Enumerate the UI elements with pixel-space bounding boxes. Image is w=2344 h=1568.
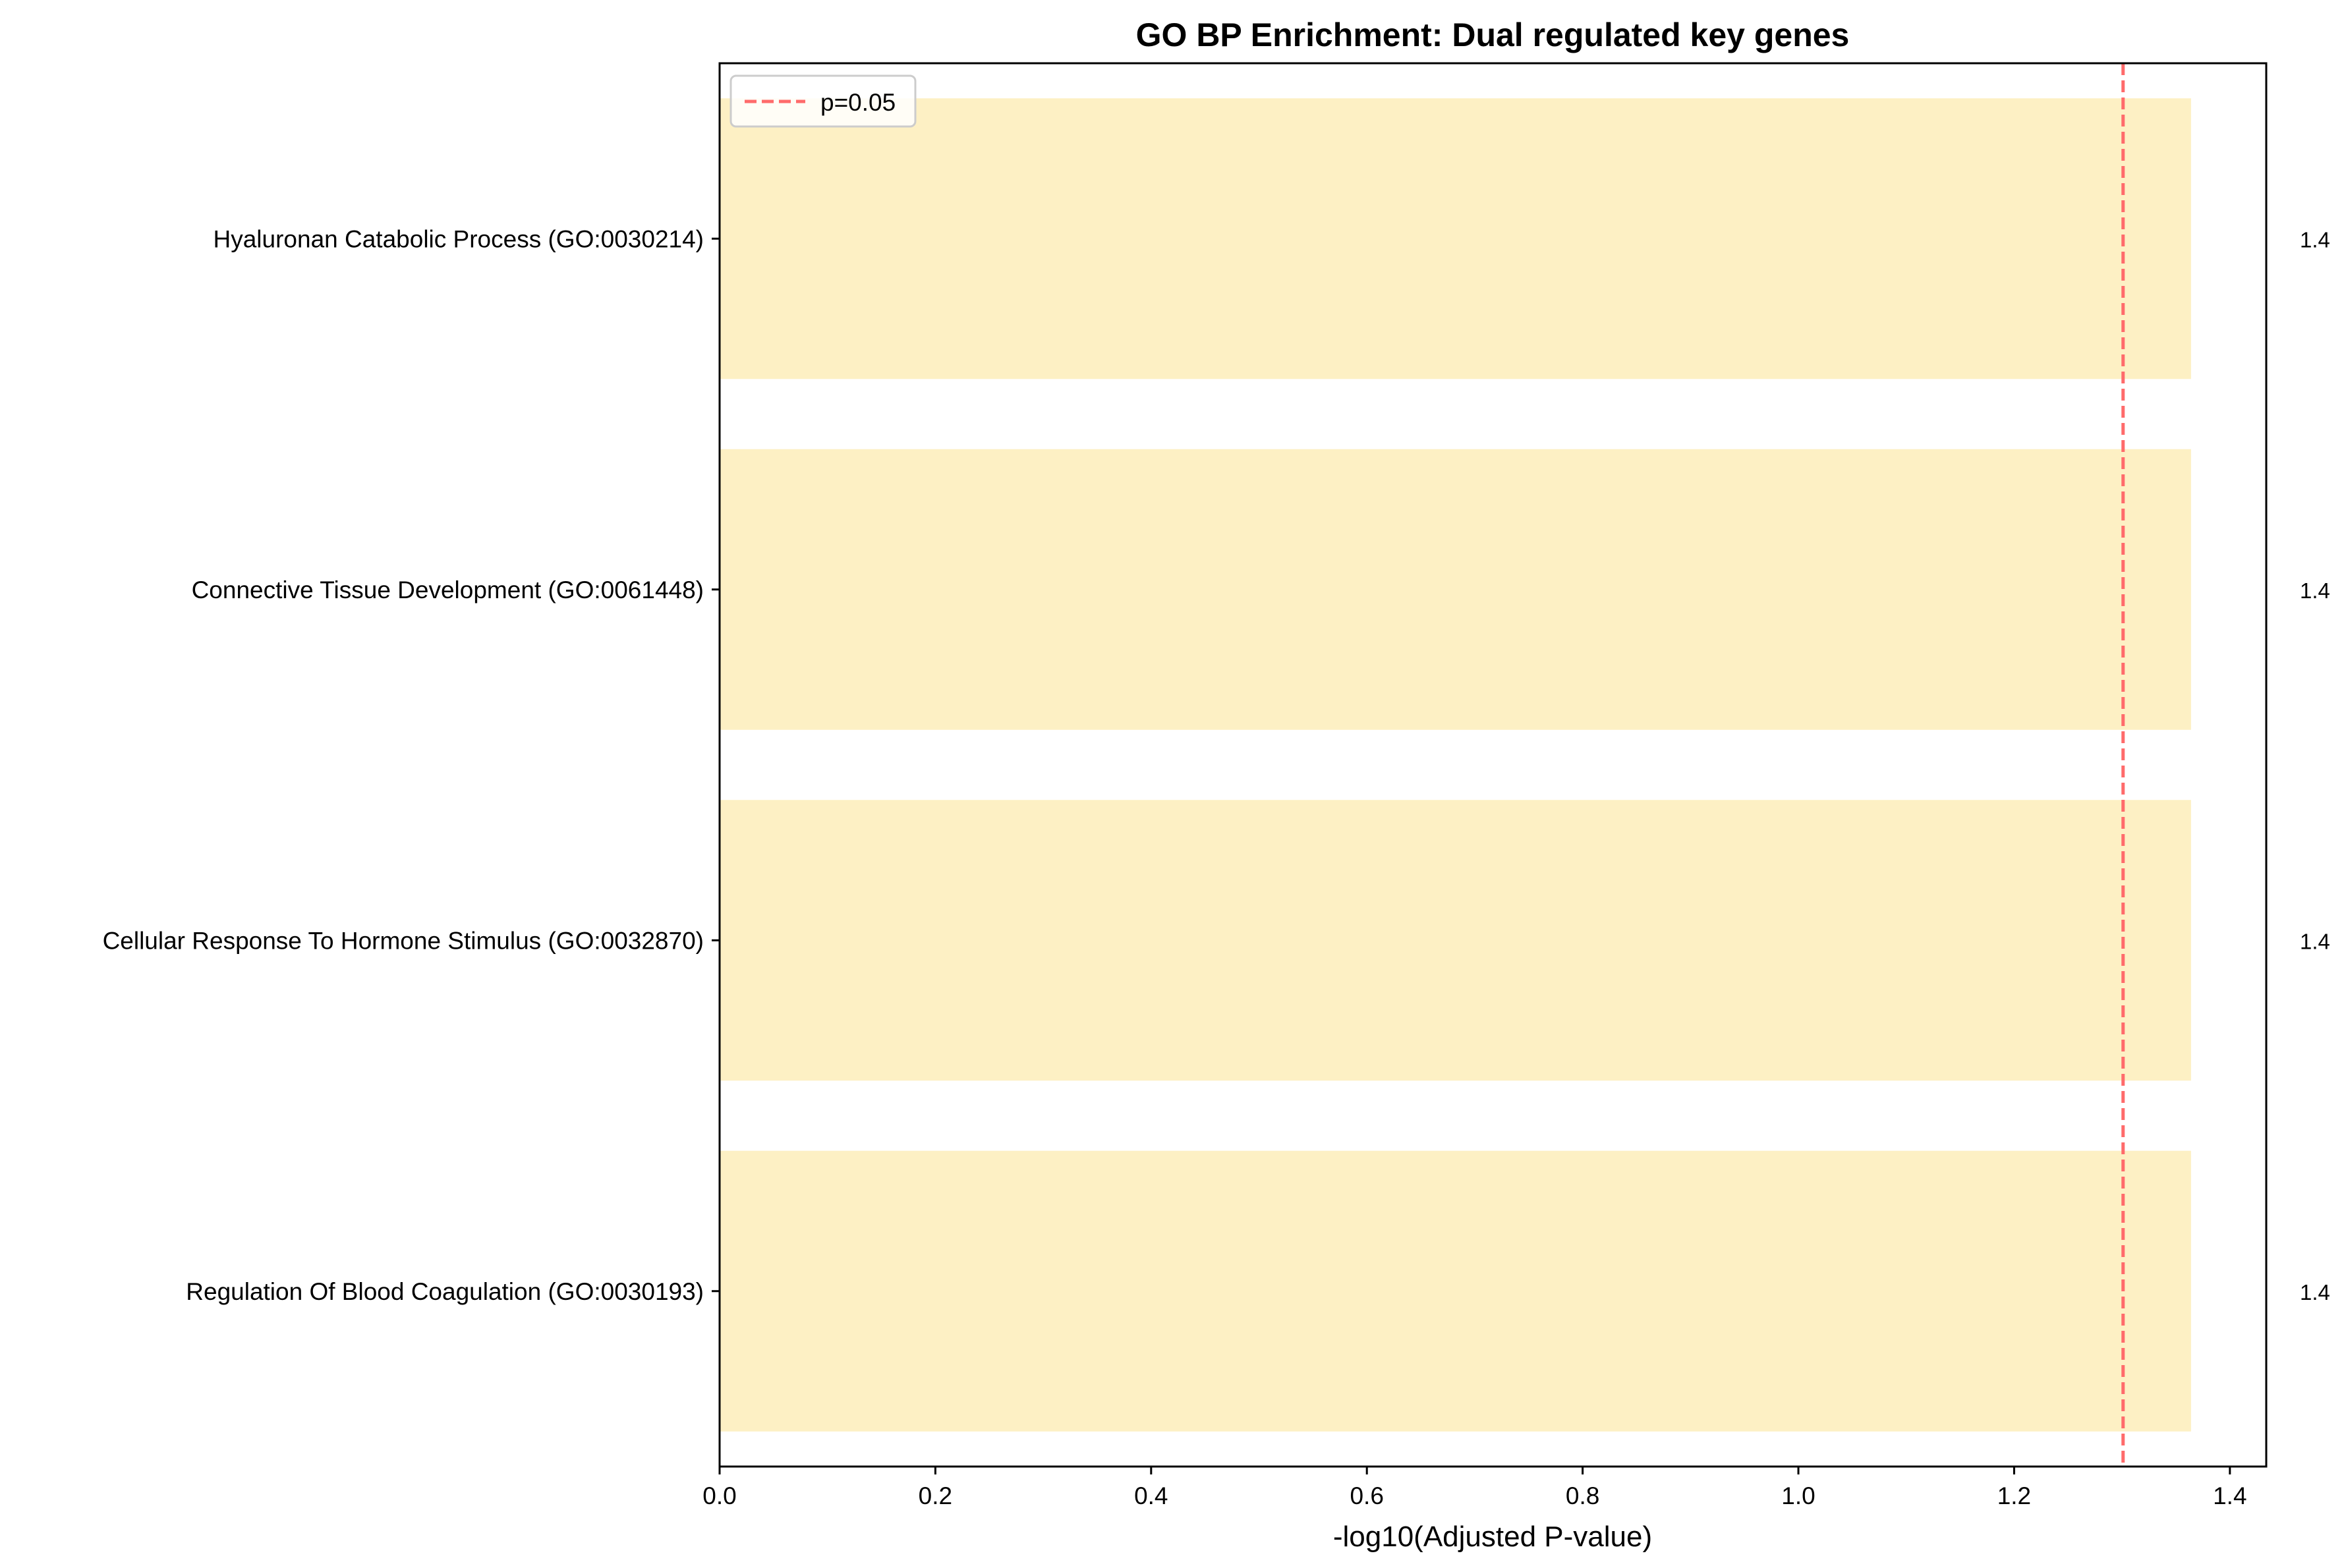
x-tick-label: 0.6 — [1350, 1482, 1383, 1509]
bar — [720, 449, 2191, 730]
x-tick-label: 0.8 — [1566, 1482, 1599, 1509]
value-label: 1.4 — [2300, 578, 2330, 603]
value-labels: 1.4 1.4 1.4 1.4 — [2300, 227, 2330, 1304]
y-tick-label: Hyaluronan Catabolic Process (GO:0030214… — [214, 225, 704, 252]
plot-frame — [718, 62, 2268, 1468]
x-tick-label: 1.2 — [1997, 1482, 2031, 1509]
x-tick-label: 1.0 — [1781, 1482, 1815, 1509]
bars-layer — [720, 98, 2191, 1432]
x-tick-label: 0.0 — [702, 1482, 736, 1509]
y-tick-label: Cellular Response To Hormone Stimulus (G… — [103, 927, 704, 954]
x-tick-label: 0.4 — [1134, 1482, 1168, 1509]
bar — [720, 1150, 2191, 1432]
x-tick-label: 1.4 — [2213, 1482, 2246, 1509]
legend: p=0.05 — [729, 74, 917, 128]
y-tick-label: Connective Tissue Development (GO:006144… — [192, 576, 704, 603]
y-axis: Hyaluronan Catabolic Process (GO:0030214… — [103, 225, 720, 1305]
y-tick-label: Regulation Of Blood Coagulation (GO:0030… — [186, 1278, 704, 1305]
legend-box — [729, 74, 917, 128]
x-axis-label: -log10(Adjusted P-value) — [1333, 1521, 1652, 1553]
x-axis: 0.0 0.2 0.4 0.6 0.8 1.0 1.2 1.4 — [702, 1467, 2247, 1509]
bar — [720, 800, 2191, 1081]
chart-title: GO BP Enrichment: Dual regulated key gen… — [1136, 16, 1850, 53]
value-label: 1.4 — [2300, 1280, 2330, 1304]
x-tick-label: 0.2 — [919, 1482, 952, 1509]
value-label: 1.4 — [2300, 227, 2330, 252]
value-label: 1.4 — [2300, 929, 2330, 953]
bar — [720, 98, 2191, 379]
legend-threshold-label: p=0.05 — [820, 89, 896, 116]
